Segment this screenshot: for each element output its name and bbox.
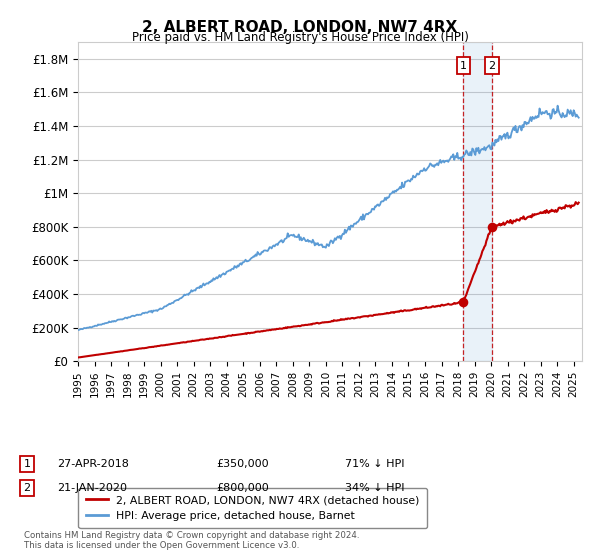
Text: 21-JAN-2020: 21-JAN-2020 — [57, 483, 127, 493]
Text: 2: 2 — [23, 483, 31, 493]
Text: £350,000: £350,000 — [216, 459, 269, 469]
Text: 27-APR-2018: 27-APR-2018 — [57, 459, 129, 469]
Bar — [463, 42, 492, 361]
Text: 1: 1 — [23, 459, 31, 469]
Text: Contains HM Land Registry data © Crown copyright and database right 2024.
This d: Contains HM Land Registry data © Crown c… — [24, 530, 359, 550]
Text: £800,000: £800,000 — [216, 483, 269, 493]
Text: 2: 2 — [488, 60, 496, 71]
Point — [487, 222, 497, 231]
Text: 2, ALBERT ROAD, LONDON, NW7 4RX: 2, ALBERT ROAD, LONDON, NW7 4RX — [142, 20, 458, 35]
Text: 71% ↓ HPI: 71% ↓ HPI — [345, 459, 404, 469]
Point — [458, 298, 468, 307]
Text: 1: 1 — [460, 60, 467, 71]
Text: 34% ↓ HPI: 34% ↓ HPI — [345, 483, 404, 493]
Text: Price paid vs. HM Land Registry's House Price Index (HPI): Price paid vs. HM Land Registry's House … — [131, 31, 469, 44]
Legend: 2, ALBERT ROAD, LONDON, NW7 4RX (detached house), HPI: Average price, detached h: 2, ALBERT ROAD, LONDON, NW7 4RX (detache… — [79, 488, 427, 528]
